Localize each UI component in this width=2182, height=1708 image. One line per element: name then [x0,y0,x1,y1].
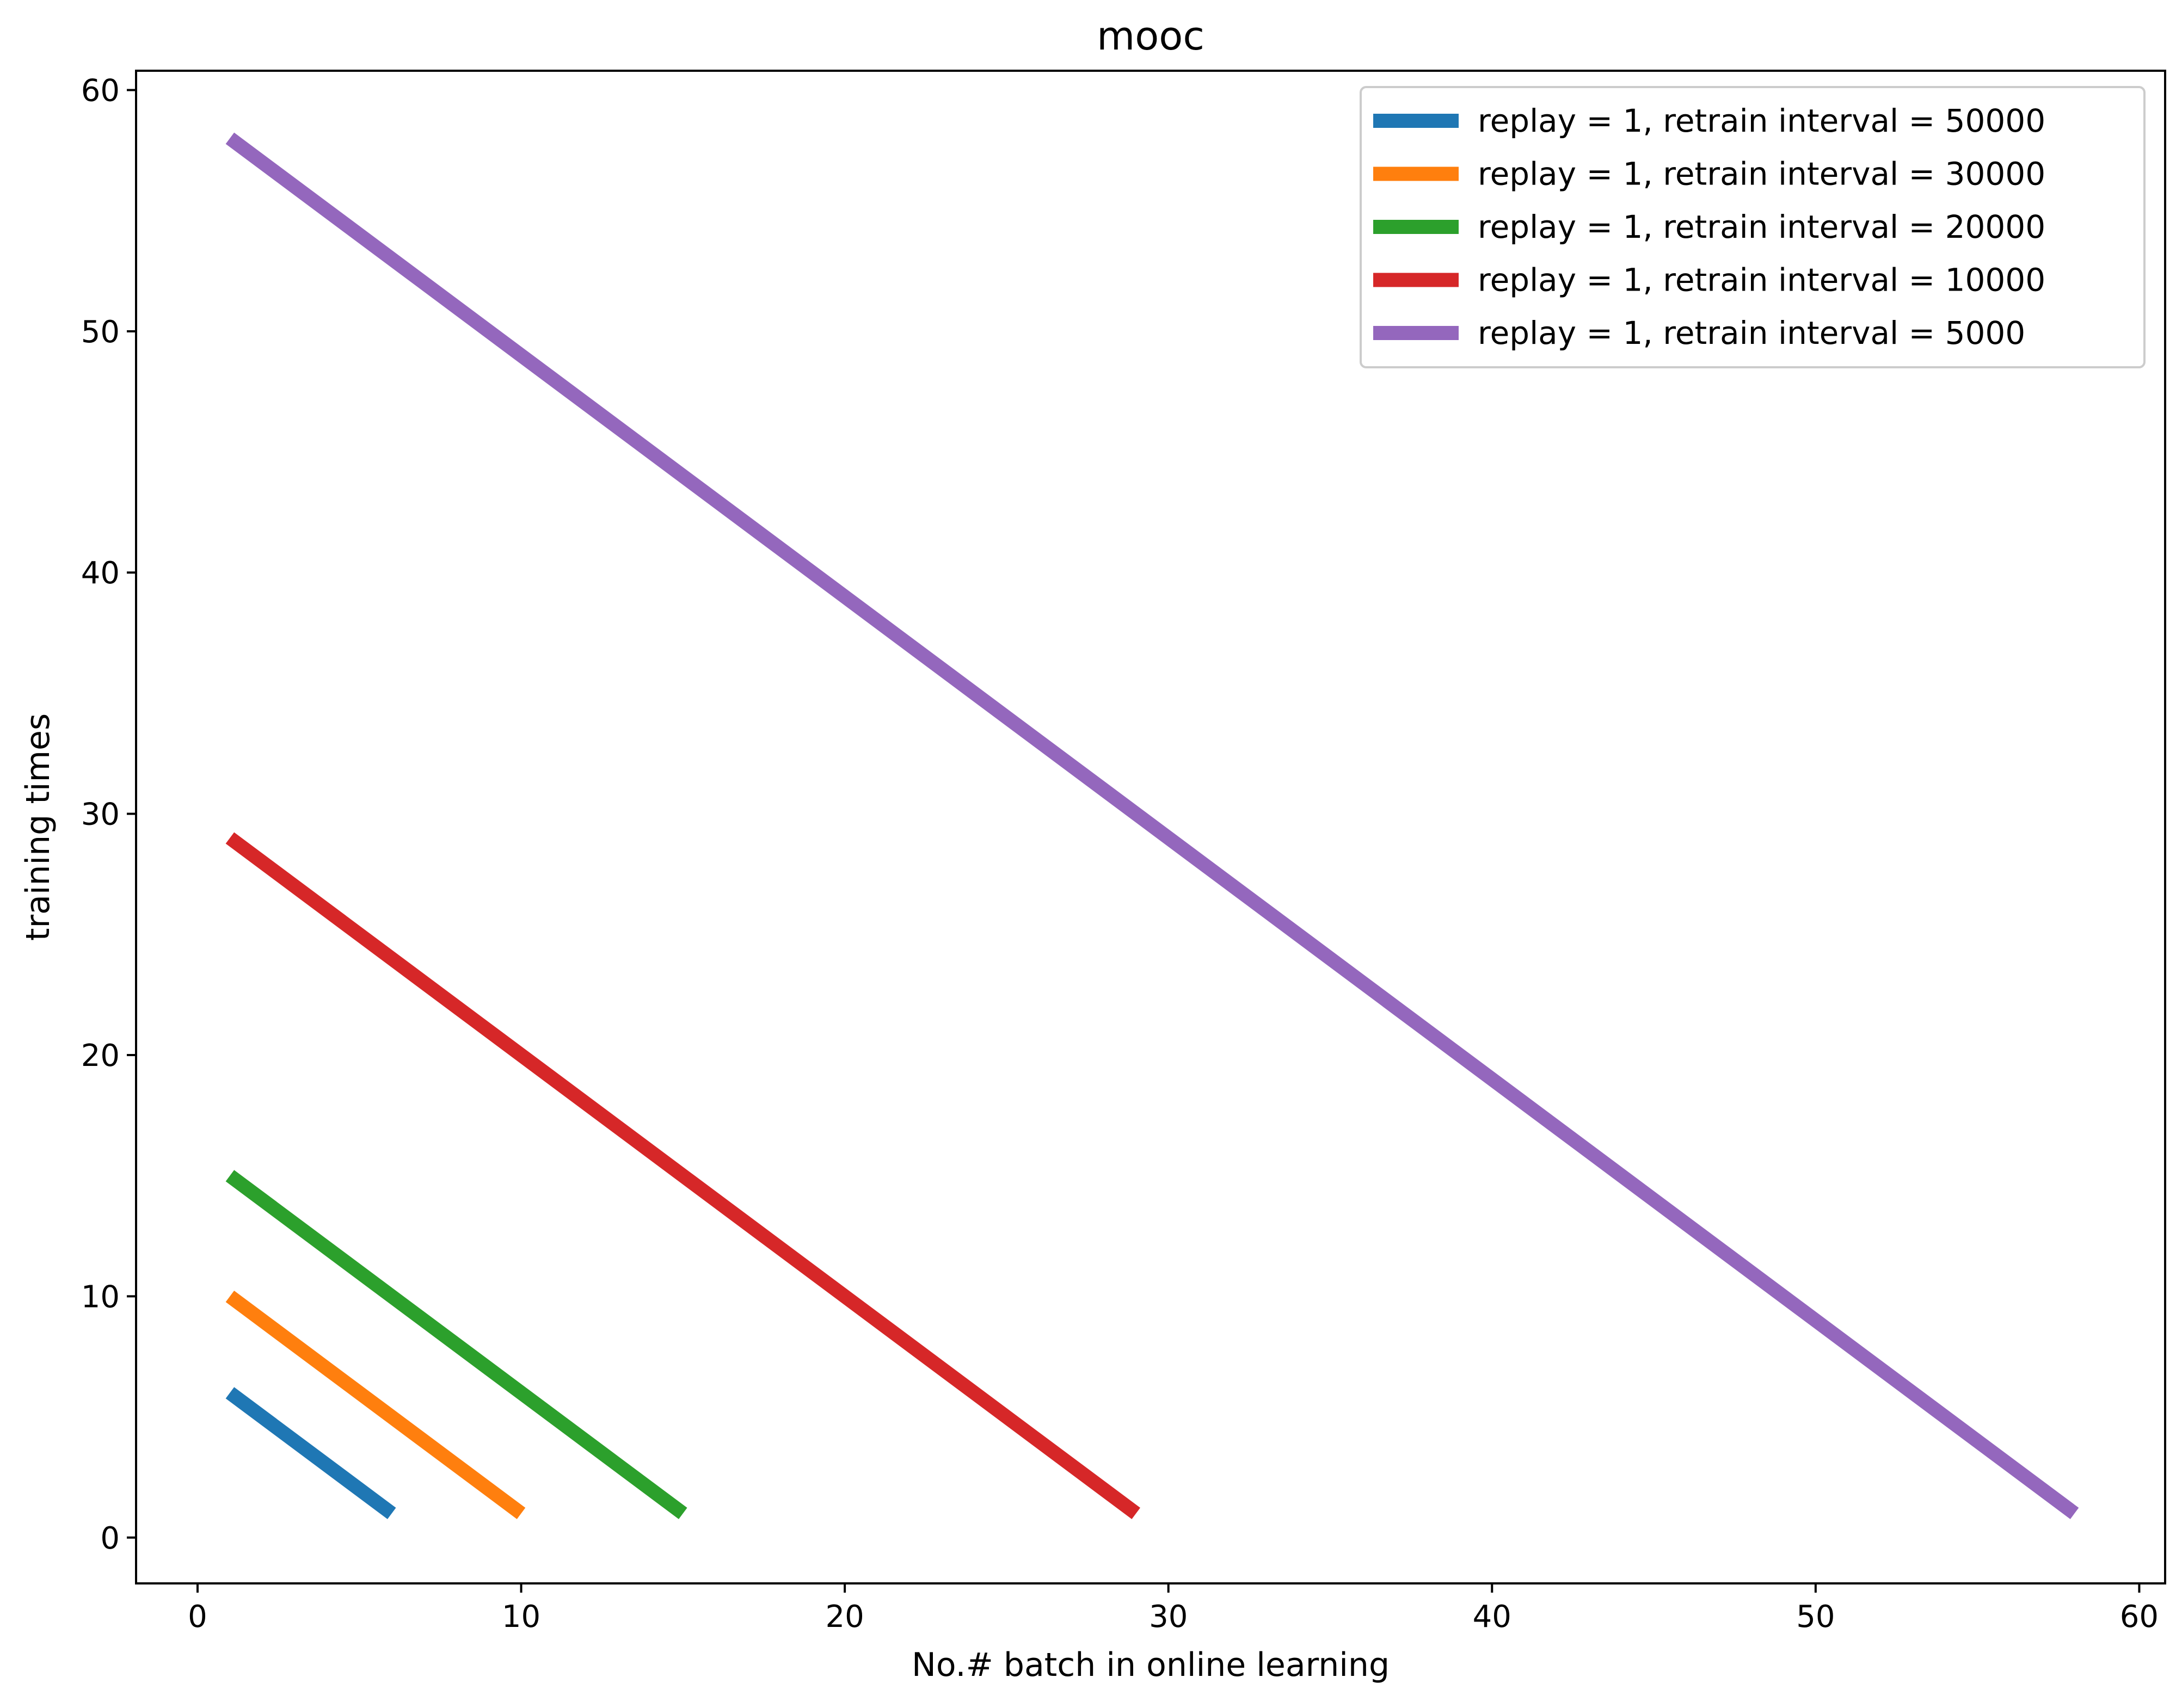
legend-entry-4: replay = 1, retrain interval = 10000 [1373,262,2045,299]
y-tick-label: 20 [81,1038,120,1074]
y-tick-label: 0 [100,1521,120,1556]
y-axis-label: training times [19,713,57,941]
series-line-2 [225,1290,526,1519]
y-tick-label: 50 [81,315,120,350]
y-tick-label: 40 [81,556,120,591]
x-axis: 0 10 20 30 40 50 60 [188,1583,2159,1635]
legend-label: replay = 1, retrain interval = 5000 [1478,315,2025,352]
legend-entry-5: replay = 1, retrain interval = 5000 [1373,315,2025,352]
series-line-1 [225,1387,396,1519]
x-tick-label: 60 [2120,1599,2159,1635]
legend-entry-2: replay = 1, retrain interval = 30000 [1373,156,2045,193]
axes-frame [135,70,2166,1584]
legend-label: replay = 1, retrain interval = 30000 [1478,156,2045,193]
legend-entry-3: replay = 1, retrain interval = 20000 [1373,208,2045,245]
x-axis-label: No.# batch in online learning [912,1646,1390,1684]
legend-frame [1360,86,2146,368]
x-tick-label: 10 [502,1599,540,1635]
x-tick-label: 40 [1473,1599,1511,1635]
y-tick-label: 60 [81,73,120,108]
legend-items: replay = 1, retrain interval = 50000 repl… [1373,102,2045,352]
legend-entry-1: replay = 1, retrain interval = 50000 [1373,102,2045,139]
y-axis: 0 10 20 30 40 50 60 [81,73,136,1556]
y-tick-label: 10 [81,1279,120,1315]
x-tick-label: 20 [825,1599,864,1635]
x-tick-label: 0 [188,1599,207,1635]
legend-label: replay = 1, retrain interval = 50000 [1478,102,2045,139]
y-tick-label: 30 [81,797,120,833]
x-tick-label: 30 [1149,1599,1188,1635]
x-tick-label: 50 [1796,1599,1835,1635]
series-line-3 [225,1170,687,1519]
chart-title: mooc [1097,13,1204,59]
series-line-5 [225,132,2079,1519]
plot-area [135,70,2166,1584]
legend-label: replay = 1, retrain interval = 10000 [1478,262,2045,299]
legend: replay = 1, retrain interval = 50000 repl… [1360,86,2146,368]
legend-label: replay = 1, retrain interval = 20000 [1478,208,2045,245]
series-layer [225,132,2079,1519]
series-line-4 [225,832,1140,1519]
